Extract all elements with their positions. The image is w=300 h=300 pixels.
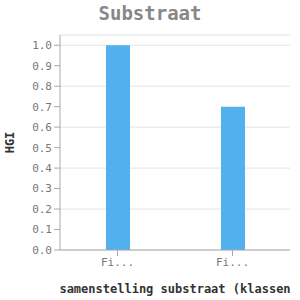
svg-text:0.4: 0.4 xyxy=(32,162,52,175)
svg-text:0.0: 0.0 xyxy=(32,244,52,257)
svg-text:0.5: 0.5 xyxy=(32,142,52,155)
svg-text:0.8: 0.8 xyxy=(32,80,52,93)
svg-text:Fi...: Fi... xyxy=(216,256,249,269)
svg-text:samenstelling substraat (klass: samenstelling substraat (klassen xyxy=(59,282,290,296)
svg-text:Fi...: Fi... xyxy=(101,256,134,269)
svg-text:0.7: 0.7 xyxy=(32,101,52,114)
svg-text:0.6: 0.6 xyxy=(32,121,52,134)
svg-text:1.0: 1.0 xyxy=(32,39,52,52)
svg-text:0.3: 0.3 xyxy=(32,182,52,195)
svg-text:0.1: 0.1 xyxy=(32,223,52,236)
html-text:Substraat: Substraat xyxy=(98,2,202,24)
svg-text:0.9: 0.9 xyxy=(32,60,52,73)
svg-text:HGI: HGI xyxy=(8,132,17,154)
svg-text:0.2: 0.2 xyxy=(32,203,52,216)
